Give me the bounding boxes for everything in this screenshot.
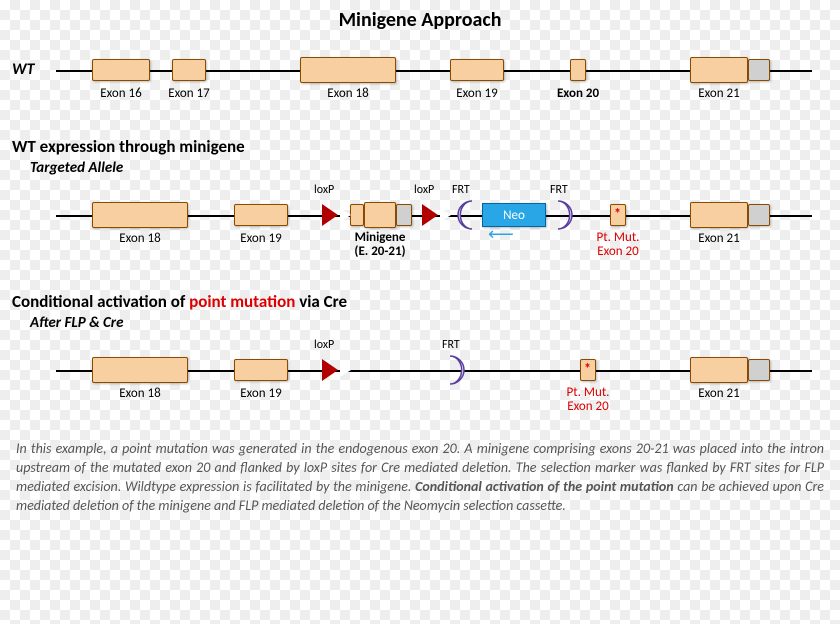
exon-label-e21a: Exon 21 — [687, 86, 751, 101]
section-after: Conditional activation of point mutation… — [0, 291, 840, 312]
exon-e21a — [690, 57, 748, 83]
exon-label-e18: Exon 18 — [108, 231, 172, 246]
mutation-star-icon: * — [614, 205, 621, 222]
exon-label-e20: Exon 20 — [546, 86, 610, 101]
sub-targeted: Targeted Allele — [0, 159, 840, 177]
mutation-star-icon: * — [584, 360, 591, 377]
exon-label-e20m: Pt. Mut.Exon 20 — [586, 231, 650, 260]
exon-label-e16: Exon 16 — [89, 86, 153, 101]
loxp-icon — [322, 359, 338, 381]
exon-label-e21a: Exon 21 — [687, 386, 751, 401]
exon-label-e17: Exon 17 — [157, 86, 221, 101]
tag-frt: FRT — [550, 183, 568, 197]
tag-frt: FRT — [452, 183, 470, 197]
exon-mg2 — [364, 202, 396, 228]
exon-e19 — [234, 204, 288, 226]
exon-e21b — [748, 359, 770, 381]
exon-label-e19: Exon 19 — [229, 231, 293, 246]
row-wt: WT Exon 16 Exon 17 Exon 18 Exon 19 Exon 20 Ex… — [0, 36, 840, 128]
exon-e20 — [570, 59, 586, 81]
exon-label-mg2: Minigene(E. 20-21) — [348, 231, 412, 260]
row-after: loxP FRT Exon 18 Exon 19 * Pt. Mut.Exon 20 Exo… — [0, 336, 840, 434]
exon-e21a — [690, 202, 748, 228]
sub-after: After FLP & Cre — [0, 314, 840, 332]
exon-label-e21a: Exon 21 — [687, 231, 751, 246]
tag-frt: FRT — [442, 338, 460, 352]
exon-mg3 — [396, 204, 412, 226]
loxp-icon — [322, 204, 338, 226]
exon-label-e19: Exon 19 — [445, 86, 509, 101]
loxp-icon — [422, 204, 438, 226]
wt-label: WT — [12, 60, 34, 79]
exon-label-e19: Exon 19 — [229, 386, 293, 401]
caption-text: In this example, a point mutation was ge… — [0, 434, 840, 516]
exon-e17 — [172, 59, 206, 81]
exon-e18 — [300, 57, 396, 83]
exon-e21b — [748, 204, 770, 226]
exon-e21a — [690, 357, 748, 383]
exon-mg1 — [350, 204, 364, 226]
tag-loxp: loxP — [314, 183, 334, 197]
exon-e16 — [92, 59, 150, 81]
frt-icon — [446, 355, 468, 385]
neo-arrow-icon: ⟵ — [488, 223, 514, 245]
exon-e19 — [450, 59, 504, 81]
exon-e21b — [748, 59, 770, 81]
tag-loxp: loxP — [414, 183, 434, 197]
exon-label-e20m: Pt. Mut.Exon 20 — [556, 386, 620, 415]
exon-e18 — [92, 357, 188, 383]
section-targeted: WT expression through minigene — [0, 136, 840, 157]
tag-loxp: loxP — [314, 338, 334, 352]
exon-label-e18: Exon 18 — [316, 86, 380, 101]
diagram-title: Minigene Approach — [0, 0, 840, 32]
frt-icon — [454, 200, 476, 230]
exon-label-e18: Exon 18 — [108, 386, 172, 401]
exon-e19 — [234, 359, 288, 381]
exon-e18 — [92, 202, 188, 228]
frt-icon — [554, 200, 576, 230]
row-targeted: loxP loxP FRT FRT Exon 18 Exon 19 Minigene(E. … — [0, 181, 840, 283]
